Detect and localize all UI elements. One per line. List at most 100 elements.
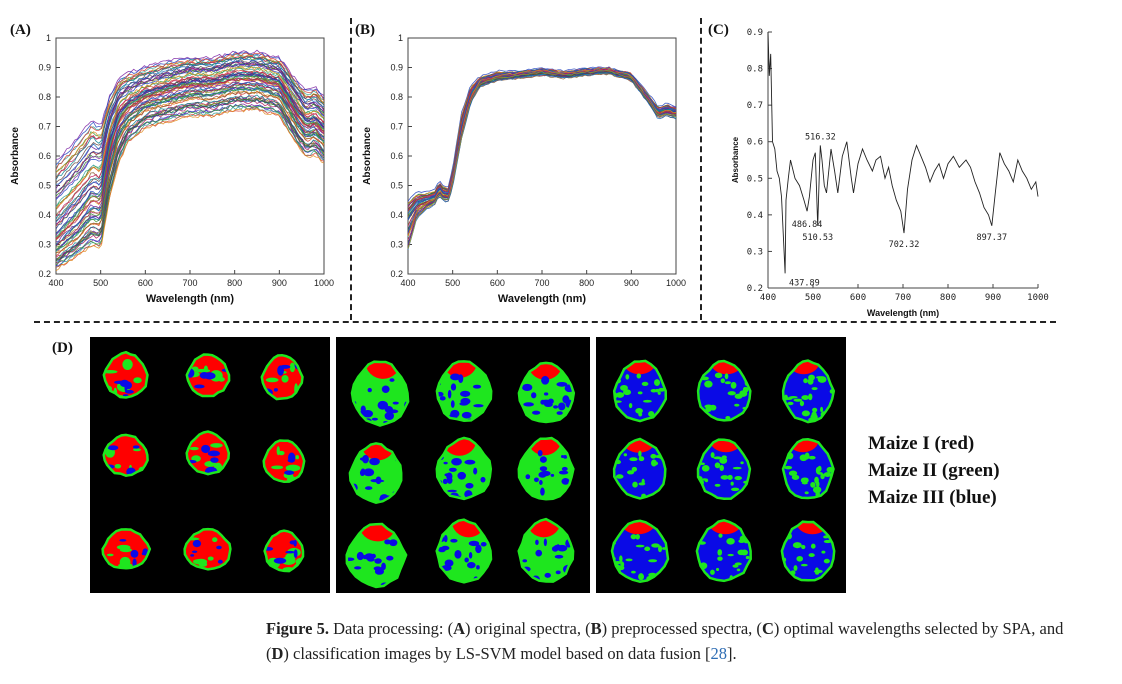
kernel-speck — [522, 383, 533, 391]
y-tick-label: 0.4 — [38, 210, 51, 220]
kernel-speck — [534, 477, 539, 483]
kernel-speck — [468, 551, 473, 559]
kernel-speck — [554, 554, 564, 559]
classification-image-maize-ii — [336, 337, 590, 593]
kernel-cap — [359, 524, 397, 542]
y-tick-label: 0.7 — [747, 101, 763, 111]
kernel-speck — [537, 449, 543, 457]
maize-kernel — [781, 438, 835, 508]
kernel-speck — [474, 425, 485, 433]
reference-link[interactable]: 28 — [710, 644, 728, 663]
kernel-speck — [563, 578, 570, 582]
y-tick-label: 1 — [46, 33, 51, 43]
kernel-speck — [293, 549, 298, 559]
kernel-speck — [523, 402, 534, 407]
spectrum-line — [407, 71, 677, 247]
kernel-speck — [812, 486, 822, 494]
kernel-speck — [615, 392, 625, 398]
kernel-speck — [450, 409, 460, 418]
x-axis-label: Wavelength (nm) — [146, 293, 235, 305]
kernel-speck — [352, 374, 356, 378]
kernel-speck — [698, 485, 701, 490]
kernel-speck — [354, 566, 362, 570]
kernel-speck — [810, 504, 814, 508]
kernel-speck — [745, 501, 753, 507]
kernel-speck — [403, 410, 409, 416]
kernel-speck — [810, 582, 814, 584]
kernel-speck — [124, 389, 134, 394]
kernel-speck — [450, 538, 458, 543]
chart-svg-C: 400 500 600 700 800 900 1000 0.2 0.3 0.4 0.5 0.6 0.7… — [731, 28, 1049, 318]
kernel-speck — [812, 407, 818, 413]
kernel-speck — [801, 481, 808, 485]
kernel-speck — [791, 474, 800, 480]
kernel-speck — [480, 476, 486, 483]
spectrum-line — [55, 77, 325, 241]
kernel-speck — [285, 550, 295, 554]
kernel-speck — [808, 393, 813, 401]
kernel-speck — [745, 555, 750, 560]
spectrum-line — [407, 68, 676, 205]
kernel-speck — [821, 550, 826, 554]
maize-kernel — [517, 436, 575, 501]
kernel-speck — [358, 501, 368, 503]
kernel-speck — [632, 481, 638, 488]
x-tick-label: 600 — [490, 278, 505, 288]
kernel-rim — [781, 359, 836, 424]
kernel-speck — [642, 399, 652, 403]
kernel-speck — [701, 464, 710, 472]
kernel-speck — [631, 466, 638, 472]
kernel-speck — [475, 544, 482, 554]
spectrum-line — [407, 73, 677, 244]
x-tick-label: 400 — [760, 293, 776, 303]
kernel-speck — [822, 497, 832, 498]
kernel-rim — [781, 438, 835, 500]
kernel-speck — [793, 565, 798, 571]
kernel-speck — [459, 390, 471, 397]
maize-kernel — [435, 436, 493, 501]
kernel-speck — [823, 539, 832, 544]
kernel-speck — [568, 582, 576, 586]
classification-image-maize-iii — [596, 337, 846, 593]
kernel-speck — [210, 457, 219, 463]
kernel-speck — [271, 465, 284, 470]
kernel-speck — [648, 410, 655, 417]
kernel-speck — [278, 485, 290, 488]
kernel-speck — [203, 372, 216, 380]
panel-label-d: (D) — [52, 340, 73, 356]
maize-kernel — [781, 359, 836, 424]
kernel-speck — [363, 586, 371, 587]
kernel-speck — [628, 403, 633, 409]
kernel-speck — [212, 537, 218, 543]
y-axis-label: Absorbance — [10, 127, 21, 185]
y-tick-label: 0.6 — [390, 151, 403, 161]
spectrum-line — [407, 69, 677, 206]
kernel-speck — [472, 497, 480, 499]
kernel-speck — [119, 556, 131, 568]
kernel-fill — [264, 530, 303, 572]
kernel-speck — [114, 463, 122, 469]
y-tick-label: 0.8 — [390, 92, 403, 102]
kernel-fill — [436, 519, 491, 583]
kernel-speck — [216, 545, 222, 550]
kernel-speck — [802, 587, 806, 590]
kernel-speck — [556, 411, 563, 415]
kernel-speck — [132, 445, 140, 449]
x-tick-label: 500 — [805, 293, 821, 303]
kernel-speck — [660, 500, 665, 505]
kernel-speck — [710, 569, 715, 575]
spectrum-line — [55, 49, 325, 160]
caption-text-3: ) preprocessed spectra, ( — [601, 619, 762, 638]
caption-b: B — [590, 619, 602, 638]
kernel-speck — [801, 395, 810, 400]
kernel-speck — [285, 483, 291, 489]
kernel-speck — [191, 550, 198, 553]
y-tick-label: 0.3 — [390, 240, 403, 250]
kernel-speck — [815, 571, 820, 575]
spectrum-line — [407, 72, 677, 250]
kernel-speck — [618, 425, 623, 428]
kernel-speck — [792, 542, 802, 549]
kernel-speck — [442, 497, 450, 499]
kernel-speck — [522, 559, 528, 563]
y-tick-label: 0.7 — [390, 122, 403, 132]
